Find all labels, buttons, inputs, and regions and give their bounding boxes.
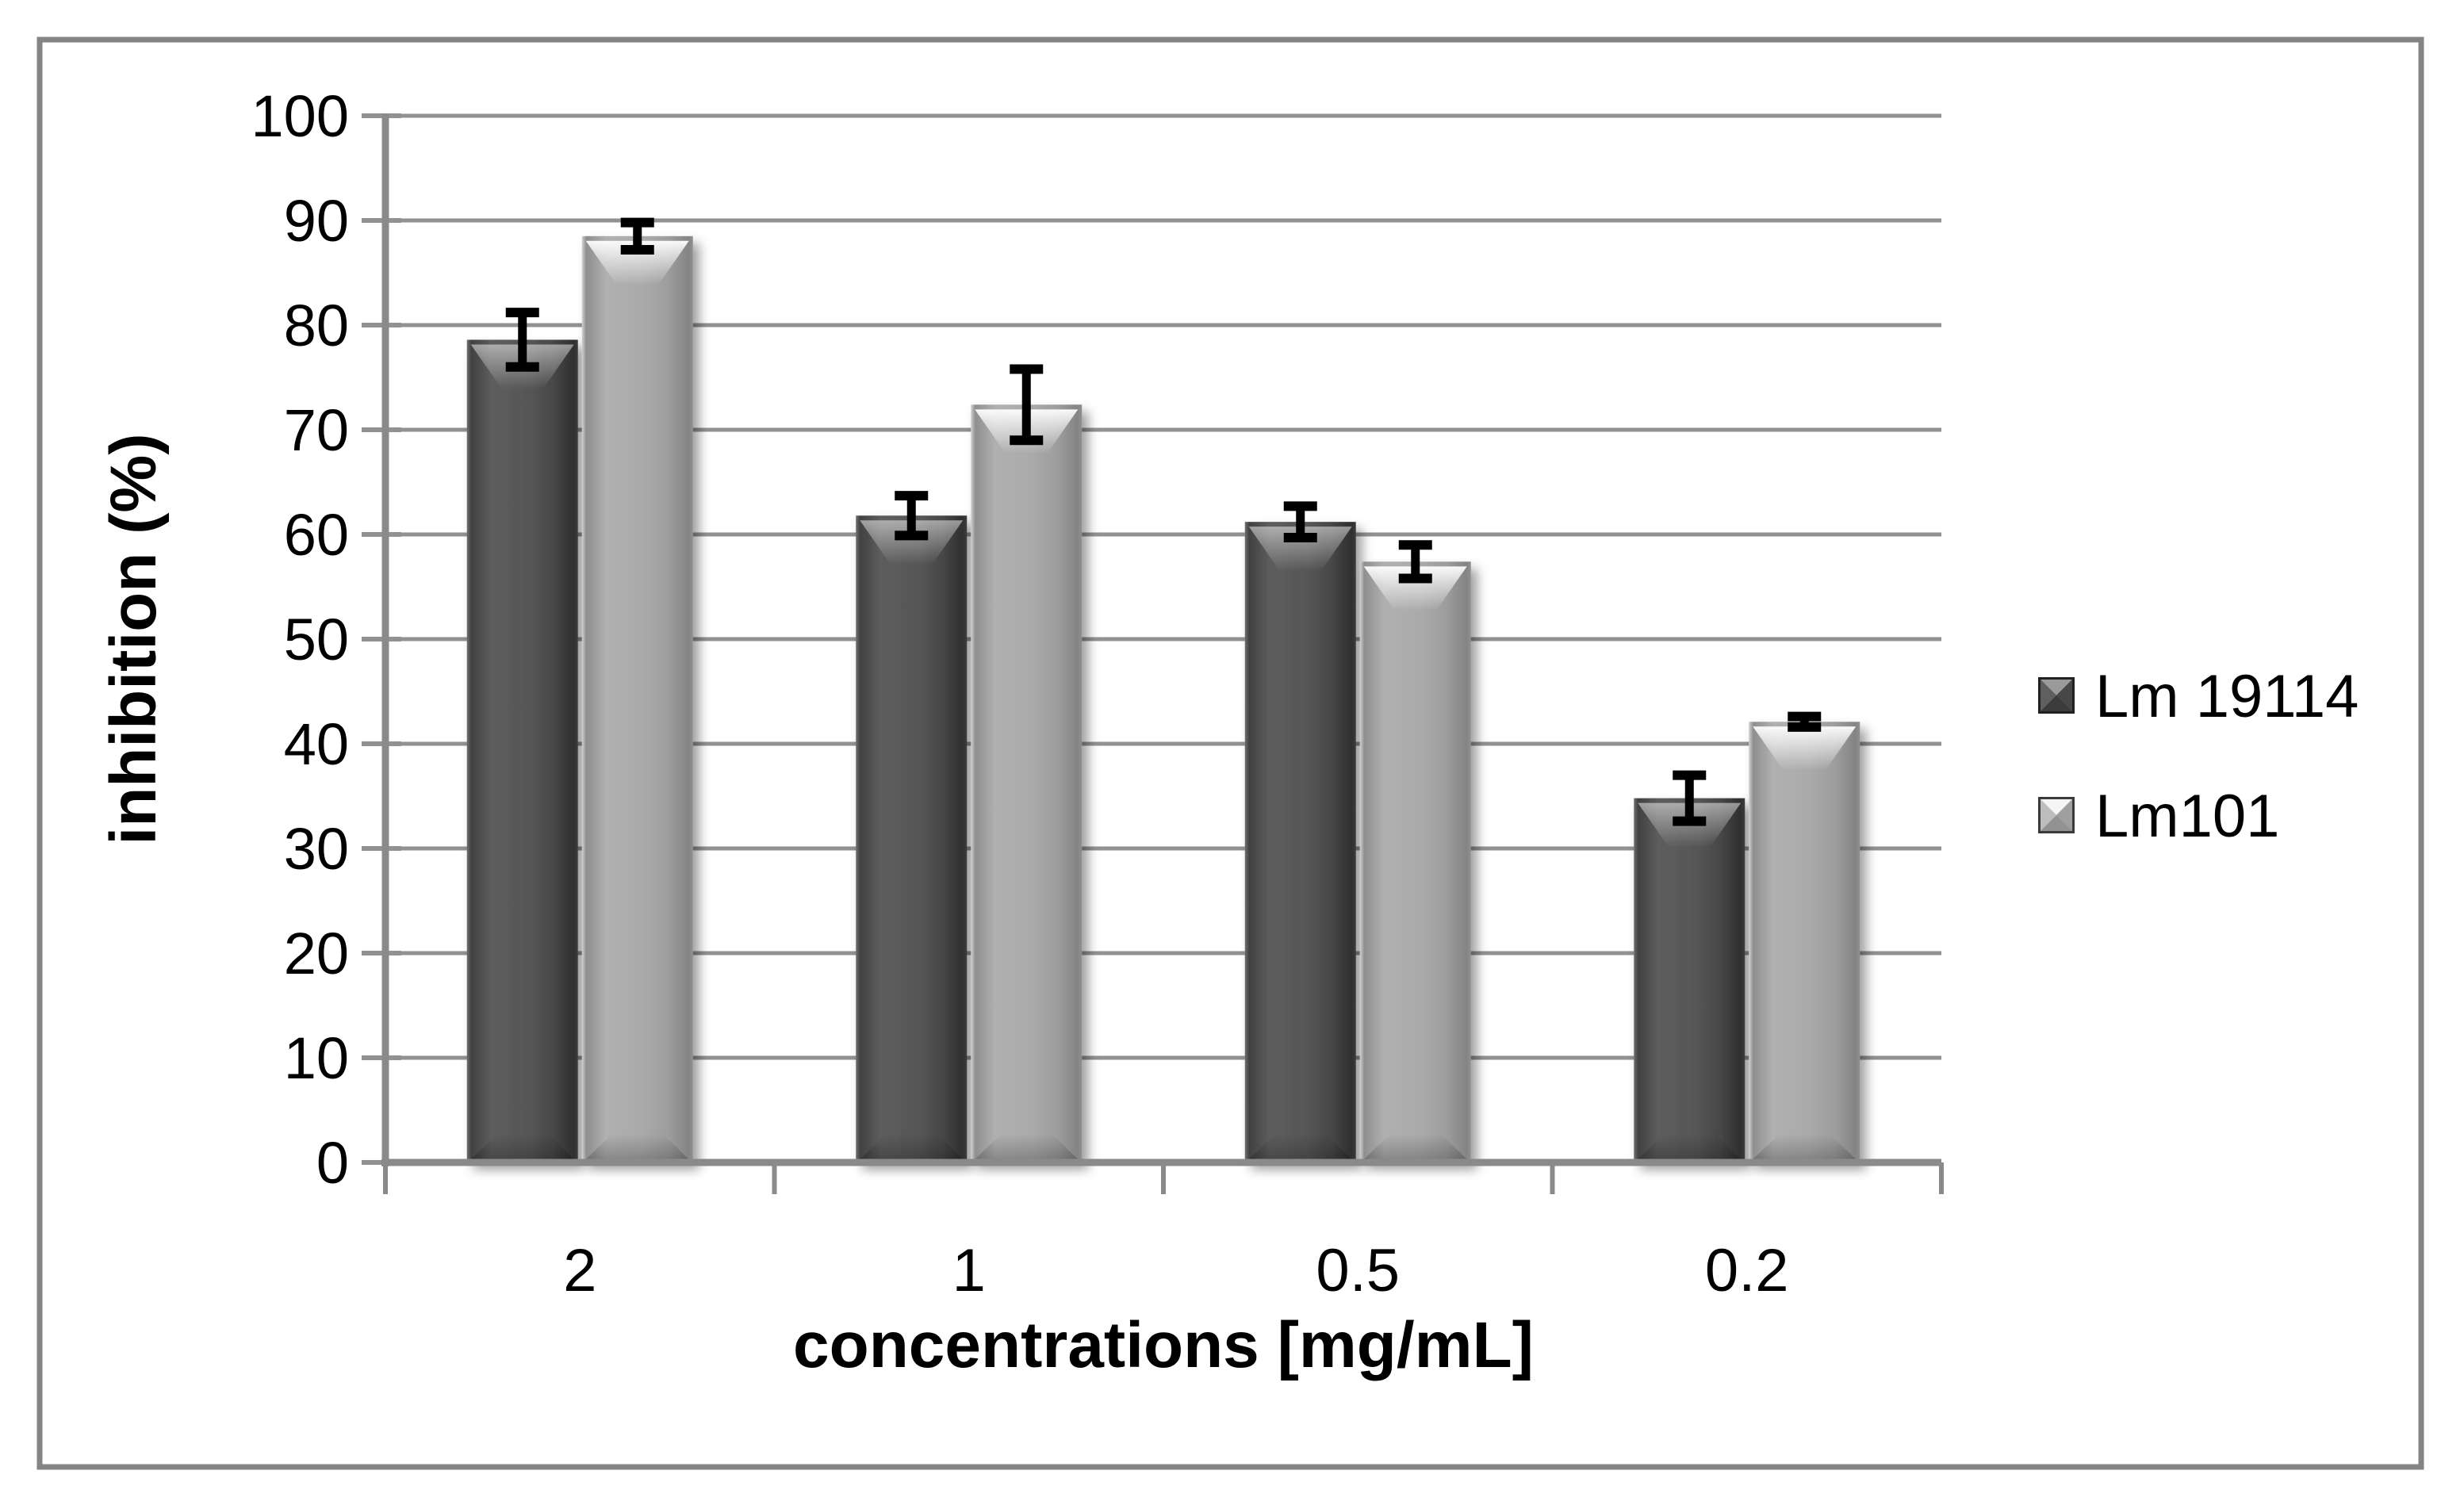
- error-bars: [505, 217, 1822, 826]
- y-tick-label: 10: [284, 1025, 349, 1091]
- error-bar: [505, 308, 539, 372]
- y-tick-label: 70: [284, 397, 349, 463]
- x-category-label: 1: [952, 1237, 986, 1304]
- y-tick-label: 60: [284, 502, 349, 568]
- y-tick-label: 30: [284, 816, 349, 882]
- bar-lm19114-0.5: [1244, 522, 1356, 1162]
- bar-lm101-1: [971, 404, 1083, 1162]
- y-tick-label: 90: [284, 188, 349, 254]
- error-bar: [1398, 540, 1432, 584]
- bar-lm101-2: [581, 236, 693, 1162]
- y-tick-label: 0: [316, 1130, 349, 1196]
- y-tick-label: 50: [284, 607, 349, 672]
- y-tick-label: 20: [284, 921, 349, 986]
- bar-lm101-0.5: [1359, 561, 1471, 1162]
- y-tick-label: 100: [251, 83, 349, 149]
- bar-lm19114-2: [466, 339, 578, 1163]
- legend-item-lm101: Lm101: [2038, 783, 2279, 850]
- figure-border: [36, 36, 2424, 1470]
- axes: [381, 113, 1944, 1194]
- legend-item-lm19114: Lm 19114: [2038, 663, 2359, 730]
- x-category-label: 0.2: [1705, 1237, 1789, 1304]
- x-category-label: 0.5: [1316, 1237, 1400, 1304]
- bar-lm101-0.2: [1749, 722, 1860, 1162]
- error-bar: [1010, 364, 1044, 446]
- x-tick-labels: 2 1 0.5 0.2: [563, 1237, 1788, 1304]
- bar-lm19114-1: [856, 515, 968, 1162]
- error-bar: [1283, 501, 1317, 542]
- x-axis-title: concentrations [mg/mL]: [793, 1309, 1534, 1381]
- x-category-label: 2: [563, 1237, 596, 1304]
- error-bar: [1673, 770, 1707, 826]
- y-tick-label: 40: [284, 711, 349, 777]
- bar-lm19114-0.2: [1634, 798, 1745, 1162]
- y-axis-title: inhibition (%): [98, 433, 170, 844]
- error-bar: [895, 491, 929, 541]
- error-bar: [1788, 711, 1822, 732]
- y-tick-labels: 0 10 20 30 40 50 60 70 80 90 100: [251, 83, 349, 1196]
- bars: [466, 236, 1860, 1163]
- legend: Lm 19114 Lm101: [2038, 663, 2359, 850]
- legend-label: Lm101: [2095, 783, 2279, 850]
- y-tick-label: 80: [284, 293, 349, 358]
- error-bar: [620, 217, 654, 255]
- legend-label: Lm 19114: [2095, 663, 2359, 730]
